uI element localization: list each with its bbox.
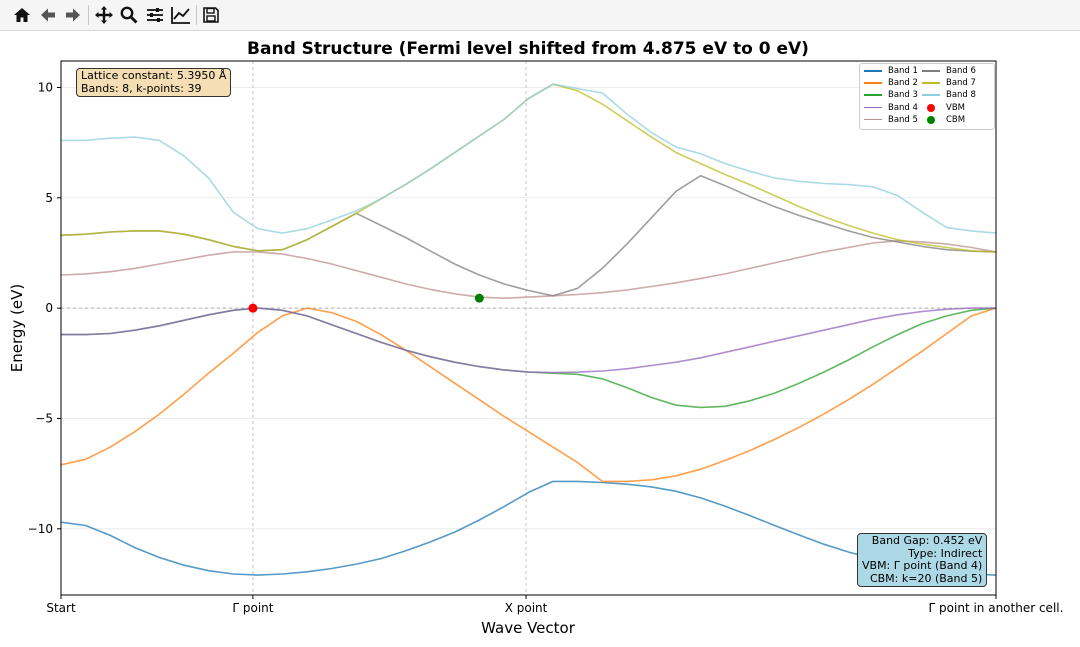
legend-swatch: [922, 77, 940, 89]
legend-swatch: [922, 89, 940, 101]
legend-swatch: [864, 65, 882, 77]
band-8-line: [61, 83, 997, 234]
y-tick-label: −10: [28, 522, 53, 536]
cbm-info-text: CBM: k=20 (Band 5): [869, 571, 983, 585]
save-icon[interactable]: [199, 3, 223, 27]
legend-label: Band 7: [946, 78, 976, 89]
lattice-info-box: Lattice constant: 5.3950 Å Bands: 8, k-p…: [76, 68, 232, 97]
legend-label: Band 1: [888, 66, 918, 76]
plot-frame: [60, 60, 997, 596]
legend-label: Band 2: [888, 78, 918, 89]
y-axis-label: Energy (eV): [8, 284, 26, 372]
vbm-info-text: VBM: Γ point (Band 4): [862, 559, 983, 572]
band-5-line: [60, 240, 997, 300]
home-icon[interactable]: [10, 3, 34, 27]
zoom-icon[interactable]: [117, 3, 141, 27]
x-tick-label: Γ point in another cell.: [929, 601, 1064, 615]
legend-item-cbm: CBM: [922, 114, 965, 126]
band-2-line: [60, 307, 997, 483]
legend-item-band-6: Band 6: [922, 65, 976, 77]
legend-item-band-4: Band 4: [864, 102, 918, 114]
legend-label: Band 8: [946, 90, 976, 101]
legend-swatch: [864, 114, 882, 126]
band-1-line: [60, 480, 997, 576]
legend-label: Band 5: [888, 114, 918, 125]
lattice-constant-text: Lattice constant: 5.3950 Å: [81, 69, 227, 82]
forward-arrow-icon[interactable]: [61, 3, 85, 27]
legend-swatch: [922, 65, 940, 77]
back-arrow-icon[interactable]: [36, 3, 60, 27]
legend-item-band-5: Band 5: [864, 114, 918, 126]
subplots-config-icon[interactable]: [143, 3, 167, 27]
legend-item-vbm: VBM: [922, 102, 965, 114]
legend-item-band-7: Band 7: [922, 77, 976, 89]
band-structure-chart[interactable]: Band Structure (Fermi level shifted from…: [0, 30, 1080, 647]
legend-swatch: [864, 102, 882, 114]
legend-item-band-1: Band 1: [864, 65, 918, 77]
band-4-line: [61, 307, 996, 374]
legend-label: VBM: [946, 102, 965, 113]
legend-label: Band 4: [888, 102, 918, 113]
legend-label: Band 6: [946, 66, 976, 76]
vbm-marker: [248, 303, 258, 313]
legend-swatch: [922, 102, 940, 114]
legend-swatch: [864, 89, 882, 101]
chart-title: Band Structure (Fermi level shifted from…: [247, 39, 809, 59]
x-tick-label: X point: [505, 601, 548, 615]
pan-icon[interactable]: [92, 3, 116, 27]
band-7-line: [60, 83, 997, 253]
band-gap-text: Band Gap: 0.452 eV: [871, 534, 983, 547]
legend-swatch: [922, 114, 940, 126]
x-tick-label: Γ point: [232, 601, 273, 615]
legend-item-band-3: Band 3: [864, 89, 918, 101]
axes-edit-icon[interactable]: [169, 3, 193, 27]
y-tick-label: −5: [35, 411, 53, 425]
legend-label: CBM: [946, 114, 966, 125]
toolbar: [0, 0, 1080, 31]
gap-type-text: Type: Indirect: [908, 546, 983, 560]
bands-kpoints-text: Bands: 8, k-points: 39: [81, 81, 202, 95]
cbm-marker: [474, 293, 484, 303]
y-tick-label: 10: [38, 80, 53, 94]
legend: Band 1 Band 2 Band 3 Band 4 Band 5 Band 6 Band…: [859, 63, 995, 130]
legend-item-band-2: Band 2: [864, 77, 918, 89]
legend-item-band-8: Band 8: [922, 89, 976, 101]
legend-swatch: [864, 77, 882, 89]
band-6-line: [60, 174, 997, 297]
y-tick-label: 0: [45, 301, 53, 315]
figure: Band Structure (Fermi level shifted from…: [0, 30, 1080, 647]
band-gap-info-box: Band Gap: 0.452 eV Type: Indirect VBM: Γ…: [857, 533, 988, 587]
x-axis-label: Wave Vector: [481, 619, 576, 637]
y-tick-label: 5: [45, 191, 53, 205]
x-tick-label: Start: [46, 601, 76, 615]
legend-label: Band 3: [888, 90, 918, 101]
